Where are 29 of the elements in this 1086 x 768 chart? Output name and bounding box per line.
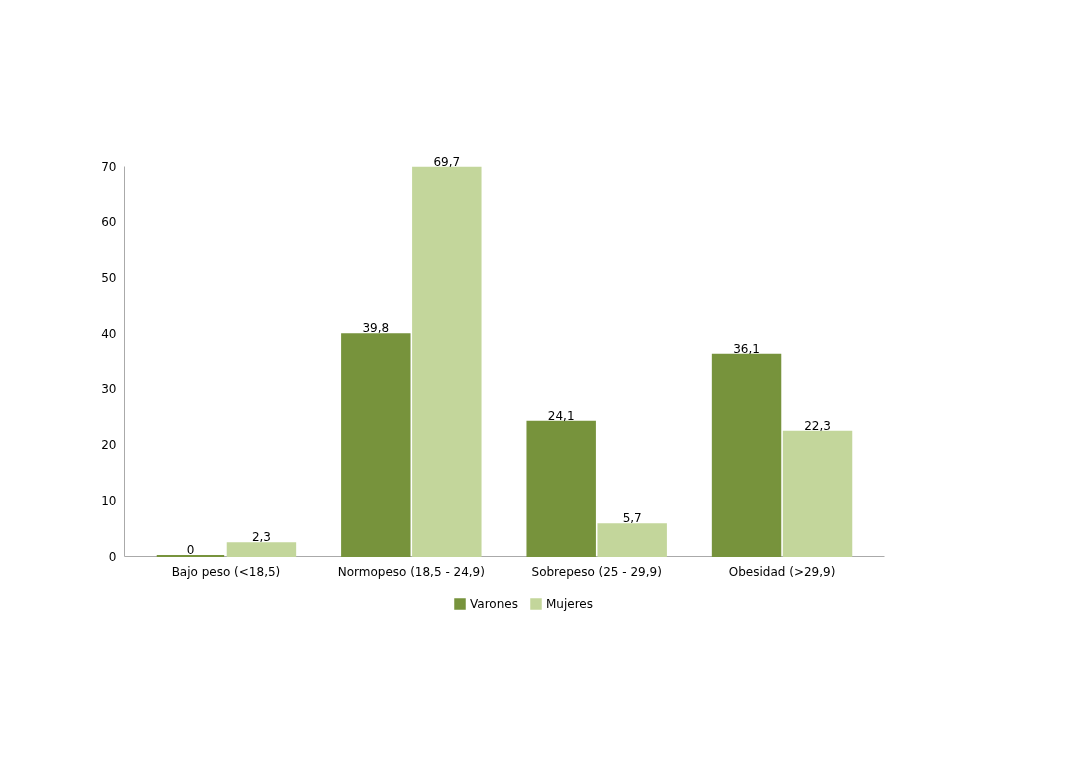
y-tick-label: 20 bbox=[101, 438, 117, 453]
y-tick-label: 10 bbox=[101, 493, 117, 508]
data-label: 36,1 bbox=[733, 341, 760, 356]
x-tick-label: Obesidad (>29,9) bbox=[728, 564, 836, 579]
data-label: 39,8 bbox=[362, 321, 390, 336]
bar bbox=[226, 542, 297, 557]
bar bbox=[412, 166, 482, 557]
legend-label: Varones bbox=[470, 597, 518, 611]
y-tick-label: 0 bbox=[108, 549, 117, 564]
data-label: 69,7 bbox=[433, 154, 461, 169]
bar bbox=[597, 523, 667, 557]
y-tick-label: 40 bbox=[101, 326, 117, 341]
y-tick-label: 30 bbox=[101, 382, 117, 397]
y-tick-label: 70 bbox=[101, 159, 117, 174]
x-tick-label: Bajo peso (<18,5) bbox=[171, 564, 281, 579]
x-tick-label: Normopeso (18,5 - 24,9) bbox=[337, 564, 485, 579]
y-tick-label: 50 bbox=[101, 270, 117, 285]
bar bbox=[526, 420, 596, 557]
x-tick-label: Sobrepeso (25 - 29,9) bbox=[531, 564, 662, 579]
bar bbox=[782, 430, 853, 557]
data-label: 2,3 bbox=[251, 530, 271, 545]
data-label: 0 bbox=[186, 543, 195, 557]
bar bbox=[711, 353, 782, 557]
legend-label: Mujeres bbox=[546, 597, 593, 611]
y-tick-label: 60 bbox=[101, 215, 117, 230]
data-label: 5,7 bbox=[622, 511, 642, 526]
bar bbox=[341, 333, 411, 557]
data-label: 24,1 bbox=[547, 408, 575, 423]
data-label: 22,3 bbox=[804, 418, 831, 433]
